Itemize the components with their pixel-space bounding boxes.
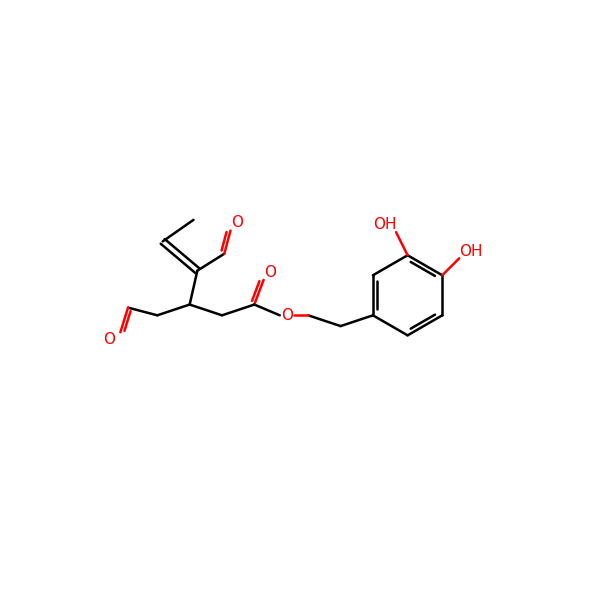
Text: O: O (104, 332, 116, 347)
Text: O: O (230, 215, 242, 230)
Text: O: O (264, 265, 276, 280)
Text: OH: OH (373, 217, 396, 232)
Text: O: O (281, 308, 293, 323)
Text: OH: OH (459, 244, 482, 259)
